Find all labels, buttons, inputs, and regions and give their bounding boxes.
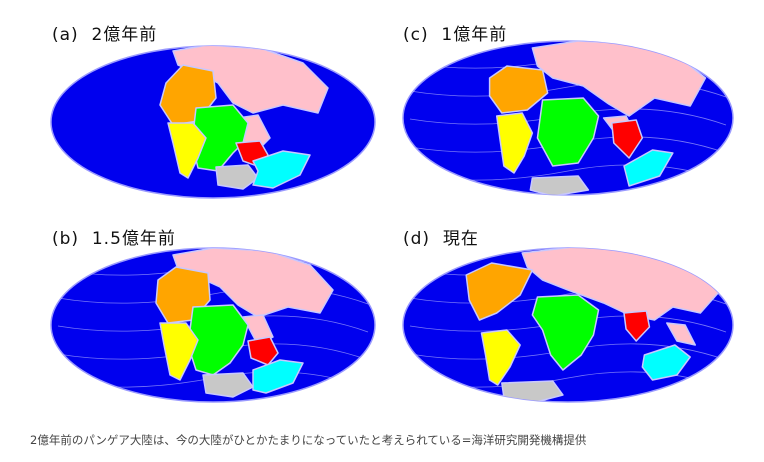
panel-a-title: (a) 2億年前 bbox=[52, 25, 158, 45]
map-present-day bbox=[402, 247, 734, 403]
map-200-million-years-ago bbox=[50, 45, 376, 199]
figure-caption: 2億年前のパンゲア大陸は、今の大陸がひとかたまりになっていたと考えられている=海… bbox=[30, 433, 587, 447]
continent-antarctica bbox=[529, 175, 590, 195]
continent-australia bbox=[252, 359, 304, 394]
map-100-million-years-ago bbox=[402, 40, 734, 196]
continent-india bbox=[623, 310, 651, 342]
panel-c-title: (c) 1億年前 bbox=[403, 25, 508, 45]
continent-india bbox=[611, 119, 644, 159]
continent-australia bbox=[641, 344, 691, 381]
continent-north-america bbox=[465, 262, 534, 321]
continent-antarctica bbox=[202, 372, 254, 398]
continent-africa bbox=[531, 294, 600, 371]
continent-south-america bbox=[495, 112, 534, 174]
panel-d-title: (d) 現在 bbox=[403, 229, 479, 249]
map-150-million-years-ago bbox=[50, 247, 376, 403]
continent-south-america bbox=[167, 122, 207, 179]
continent-north-america bbox=[488, 65, 549, 114]
panel-b-title: (b) 1.5億年前 bbox=[52, 229, 176, 249]
continent-india bbox=[247, 336, 279, 366]
continent-africa bbox=[536, 97, 600, 167]
continent-antarctica bbox=[501, 380, 564, 402]
continent-antarctica bbox=[215, 164, 259, 190]
continent-extra bbox=[666, 322, 697, 346]
continent-south-america bbox=[159, 322, 199, 381]
continent-south-america bbox=[480, 329, 521, 386]
continent-australia bbox=[623, 149, 674, 187]
continent-australia bbox=[252, 150, 311, 189]
